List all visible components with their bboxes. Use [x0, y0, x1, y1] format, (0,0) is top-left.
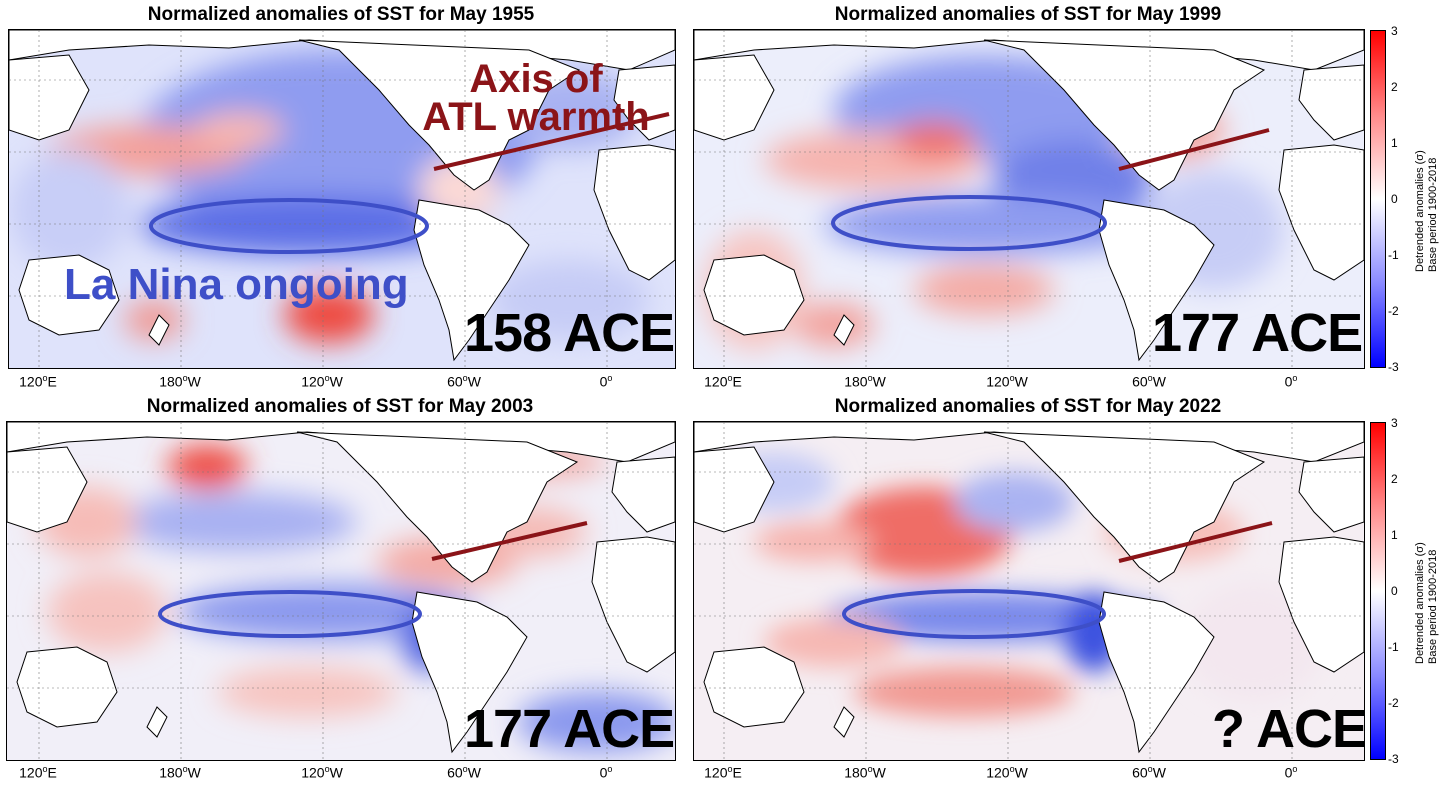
- x-tick: 180oW: [844, 764, 886, 781]
- x-tick: 0o: [1284, 764, 1298, 781]
- sst-map: 177 ACE: [6, 421, 676, 761]
- x-tick: 60oW: [447, 373, 481, 390]
- colorbar-tick: 0: [1391, 192, 1398, 206]
- colorbar-tick: -2: [1388, 696, 1399, 710]
- atl-warmth-axis-line: [1118, 521, 1273, 563]
- x-tick: 120oE: [19, 373, 57, 390]
- colorbar-tick: -3: [1388, 752, 1399, 766]
- colorbar-label: Detrended anomalies (σ) Base period 1900…: [1414, 150, 1439, 272]
- x-tick: 120oW: [986, 373, 1028, 390]
- la-nina-ellipse: [842, 589, 1106, 639]
- atl-warmth-axis-line: [1118, 128, 1270, 171]
- sst-anomaly-field: [7, 422, 675, 760]
- colorbar-tick: -3: [1388, 360, 1399, 374]
- colorbar-tick: -1: [1388, 248, 1399, 262]
- colorbar-gradient: [1370, 30, 1386, 368]
- ace-value: ? ACE: [1212, 699, 1365, 759]
- sst-anomaly-field: [9, 30, 675, 368]
- axis-of-atl-warmth-annotation: Axis of ATL warmth: [422, 57, 650, 139]
- colorbar-tick: -2: [1388, 304, 1399, 318]
- colorbar-tick: 1: [1391, 528, 1398, 542]
- colorbar-tick: -1: [1388, 640, 1399, 654]
- sst-map: 177 ACE: [693, 29, 1365, 369]
- atl-warmth-axis-line: [433, 112, 670, 171]
- x-tick: 180oW: [159, 373, 201, 390]
- x-tick: 60oW: [1132, 373, 1166, 390]
- colorbar-tick: 3: [1391, 24, 1398, 38]
- x-tick: 0o: [1284, 373, 1298, 390]
- ace-value: 177 ACE: [1152, 303, 1363, 363]
- x-tick: 180oW: [159, 764, 201, 781]
- la-nina-ellipse: [158, 590, 422, 638]
- x-tick: 120oW: [301, 373, 343, 390]
- ace-value: 177 ACE: [464, 699, 675, 759]
- atl-warmth-axis-line: [431, 521, 588, 561]
- colorbar-tick: 2: [1391, 472, 1398, 486]
- sst-map: ? ACE: [693, 421, 1365, 761]
- panel-title: Normalized anomalies of SST for May 2003: [146, 396, 534, 417]
- sst-map: Axis of ATL warmth La Nina ongoing 158 A…: [8, 29, 676, 369]
- colorbar-tick: 1: [1391, 136, 1398, 150]
- la-nina-ellipse: [831, 195, 1107, 251]
- x-tick: 0o: [599, 764, 613, 781]
- x-tick: 120oE: [19, 764, 57, 781]
- colorbar-tick: 2: [1391, 80, 1398, 94]
- x-tick: 0o: [599, 373, 613, 390]
- panel-title: Normalized anomalies of SST for May 1955: [147, 4, 535, 25]
- panel-title: Normalized anomalies of SST for May 1999: [834, 4, 1222, 25]
- sst-anomaly-field: [694, 30, 1364, 368]
- panel-title: Normalized anomalies of SST for May 2022: [834, 396, 1222, 417]
- x-tick: 120oW: [301, 764, 343, 781]
- x-tick: 180oW: [844, 373, 886, 390]
- x-tick: 60oW: [1132, 764, 1166, 781]
- colorbar-tick: 3: [1391, 416, 1398, 430]
- ace-value: 158 ACE: [464, 303, 675, 363]
- colorbar-tick: 0: [1391, 584, 1398, 598]
- la-nina-annotation: La Nina ongoing: [64, 260, 409, 309]
- sst-anomaly-field: [694, 422, 1364, 760]
- colorbar-label: Detrended anomalies (σ) Base period 1900…: [1414, 542, 1439, 664]
- la-nina-ellipse: [149, 198, 429, 254]
- x-tick: 120oE: [704, 764, 742, 781]
- x-tick: 120oW: [986, 764, 1028, 781]
- x-tick: 120oE: [704, 373, 742, 390]
- x-tick: 60oW: [447, 764, 481, 781]
- colorbar-gradient: [1370, 422, 1386, 760]
